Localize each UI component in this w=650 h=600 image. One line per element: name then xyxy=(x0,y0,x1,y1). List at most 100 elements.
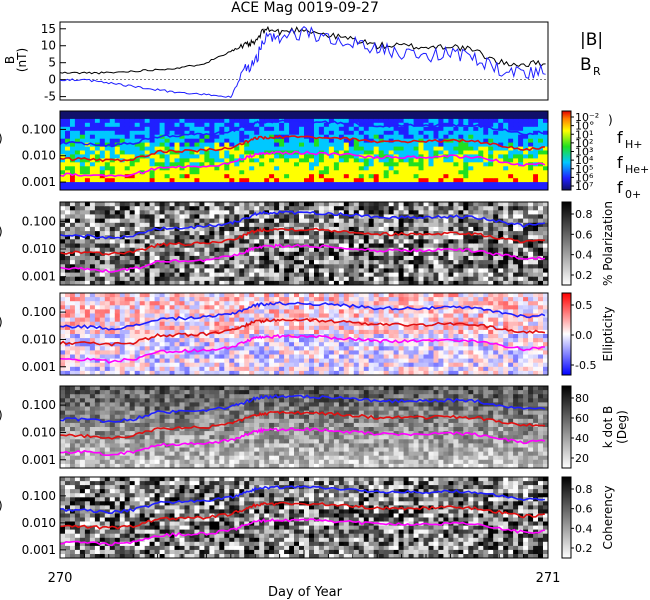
panel-spec-image xyxy=(60,111,548,190)
colorbar-label2-kdb: (Deg) xyxy=(615,410,629,444)
gyro-line-h-plus xyxy=(60,394,546,424)
gyro-line-h-plus xyxy=(60,485,545,514)
colorbar-label-kdb: k dot B xyxy=(601,406,615,448)
colorbar-tick-label: 10⁻² xyxy=(575,111,599,124)
gyro-line-he-plus xyxy=(60,227,545,256)
colorbar-coh xyxy=(561,476,572,559)
colorbar-label-pol: % Polarization xyxy=(601,201,615,286)
bfield-series-br xyxy=(59,26,546,99)
bfield-frame xyxy=(59,21,549,101)
gyro-line-o-plus xyxy=(60,243,546,273)
panel-ytick-label: 0.100 xyxy=(22,122,56,136)
panel-ytick-label: 0.100 xyxy=(22,489,56,503)
colorbar-label-fragment: ) xyxy=(608,113,613,127)
gyro-line-o-plus xyxy=(60,427,546,456)
panel-ytick-label: 0.100 xyxy=(22,214,56,228)
colorbar-tick-label: 0.4 xyxy=(575,522,593,535)
colorbar-tick-label: 0.0 xyxy=(575,329,593,342)
panel-ytick-label: 0.010 xyxy=(22,516,56,530)
gyro-line-h-plus xyxy=(60,119,545,148)
x-start-label: 270 xyxy=(48,571,73,586)
colorbar-tick-label: 10³ xyxy=(575,146,593,159)
colorbar-tick-label: 0.2 xyxy=(575,542,593,555)
panel-pol-image xyxy=(60,202,548,285)
colorbar-label-coh: Coherency xyxy=(601,485,615,549)
bfield-ytick-label: -5 xyxy=(44,90,56,104)
legend-b-total: |B| xyxy=(580,30,603,50)
x-end-label: 271 xyxy=(536,571,561,586)
panel-ytick-label: 0.001 xyxy=(22,360,56,374)
panel-ytick-label: 0.100 xyxy=(22,305,56,319)
colorbar-tick-label: 10° xyxy=(575,120,595,133)
colorbar-label-ell: Ellipticity xyxy=(601,307,615,362)
panel-ylabel-fragment: ) xyxy=(0,225,3,239)
legend-br-sub: R xyxy=(593,65,601,78)
bfield-ytick-label: 5 xyxy=(48,56,56,70)
panel-ytick-label: 0.010 xyxy=(22,332,56,346)
panel-ytick-label: 0.001 xyxy=(22,270,56,284)
panel-ytick-label: 0.001 xyxy=(22,175,56,189)
colorbar-tick-label: 10⁷ xyxy=(575,180,593,193)
panel-ytick-label: 0.010 xyxy=(22,149,56,163)
colorbar-ell xyxy=(561,292,572,376)
gyro-line-h-plus xyxy=(60,210,546,240)
panel-ytick-label: 0.001 xyxy=(22,543,56,557)
colorbar-tick-label: 0.6 xyxy=(575,503,593,516)
gyro-line-he-plus xyxy=(60,410,545,440)
panel-ell-frame xyxy=(59,292,549,376)
colorbar-tick-label: -0.5 xyxy=(575,359,596,372)
panel-kdb-frame xyxy=(59,385,549,469)
panel-ytick-label: 0.010 xyxy=(22,425,56,439)
panel-coh-image xyxy=(60,477,548,558)
panel-ylabel-fragment: ) xyxy=(0,132,3,146)
gyro-line-o-plus xyxy=(60,150,546,178)
colorbar-spec xyxy=(561,110,572,191)
bfield-series-b-total xyxy=(59,25,546,75)
panel-ell-image xyxy=(60,293,548,375)
panel-kdb-image xyxy=(60,386,548,468)
panel-ylabel-fragment: ) xyxy=(0,315,3,329)
legend-f-0-plus: f xyxy=(617,178,623,197)
gyro-line-o-plus xyxy=(60,333,545,364)
legend-f-he-plus: f xyxy=(617,153,623,172)
legend-f-sub: 0+ xyxy=(625,188,641,201)
panel-ylabel-fragment: ) xyxy=(0,408,3,422)
colorbar-tick-label: 0.6 xyxy=(575,228,593,241)
colorbar-tick-label: 0.2 xyxy=(575,269,593,282)
panel-spec-frame xyxy=(59,110,549,191)
colorbar-tick-label: 10⁶ xyxy=(575,171,594,184)
gyro-line-h-plus xyxy=(60,301,546,331)
colorbar-tick-label: 40 xyxy=(575,432,589,445)
gyro-line-o-plus xyxy=(60,518,546,547)
x-axis-label: Day of Year xyxy=(268,585,343,600)
bfield-ytick-label: 15 xyxy=(41,22,56,36)
legend-f-sub: H+ xyxy=(625,138,643,151)
bfield-ylabel-unit: (nT) xyxy=(15,48,29,72)
colorbar-tick-label: 0.4 xyxy=(575,249,593,262)
gyro-line-he-plus xyxy=(60,134,546,163)
gyro-line-he-plus xyxy=(60,317,546,347)
panel-ytick-label: 0.001 xyxy=(22,453,56,467)
bfield-ytick-label: 10 xyxy=(41,39,56,53)
colorbar-tick-label: 20 xyxy=(575,452,589,465)
colorbar-tick-label: 0.8 xyxy=(575,483,593,496)
panel-ylabel-fragment: ) xyxy=(0,499,3,513)
colorbar-tick-label: 60 xyxy=(575,412,589,425)
colorbar-kdb xyxy=(561,385,572,469)
colorbar-tick-label: 0.8 xyxy=(575,208,593,221)
panel-pol-frame xyxy=(59,201,549,286)
legend-f-h-plus: f xyxy=(617,128,623,147)
legend-f-sub: He+ xyxy=(625,163,649,176)
colorbar-tick-label: 10⁵ xyxy=(575,163,593,176)
bfield-ytick-label: 0 xyxy=(48,73,56,87)
panel-ytick-label: 0.100 xyxy=(22,398,56,412)
colorbar-tick-label: 10⁴ xyxy=(575,154,594,167)
gyro-line-he-plus xyxy=(60,501,546,530)
plot-title: ACE Mag 0019-09-27 xyxy=(231,0,379,16)
panel-ytick-label: 0.010 xyxy=(22,242,56,256)
colorbar-tick-label: 10¹ xyxy=(575,128,593,141)
colorbar-tick-label: 0.5 xyxy=(575,299,593,312)
legend-br: B xyxy=(580,55,592,75)
